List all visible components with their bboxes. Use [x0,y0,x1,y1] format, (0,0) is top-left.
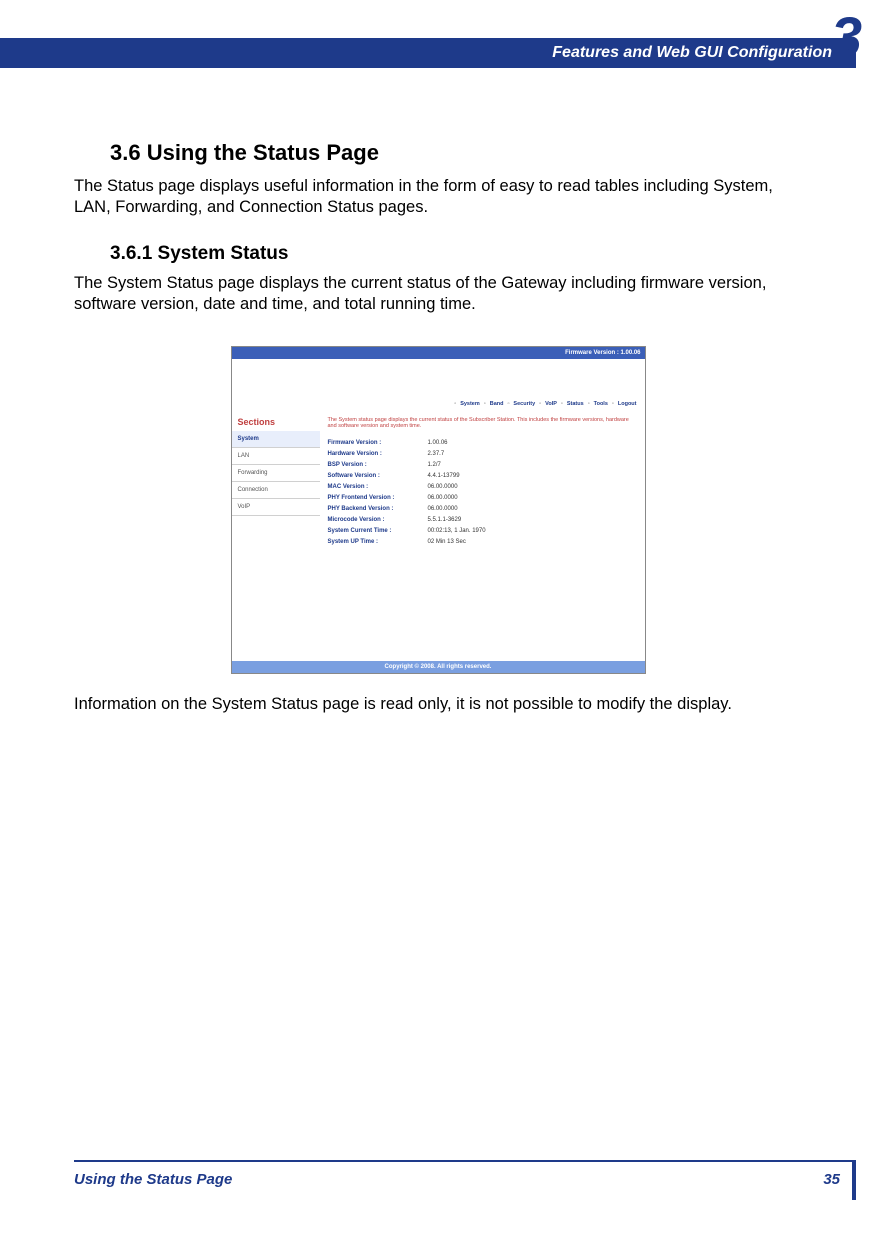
nav-sep: ▫ [612,401,614,407]
status-row: Software Version :4.4.1-13799 [328,473,637,479]
sidebar-title: Sections [232,415,320,431]
status-value: 1.2/7 [428,462,441,468]
sidebar-item-voip[interactable]: VoIP [232,499,320,516]
nav-sep: ▫ [588,401,590,407]
status-label: PHY Frontend Version : [328,495,428,501]
ss-logo-area [232,359,645,397]
nav-voip[interactable]: VoIP [545,401,557,407]
nav-status[interactable]: Status [567,401,584,407]
firmware-banner: Firmware Version : 1.00.06 [565,350,640,356]
footer-accent [852,1160,856,1200]
status-value: 4.4.1-13799 [428,473,460,479]
nav-sep: ▫ [539,401,541,407]
ss-main: Sections System LAN Forwarding Connectio… [232,411,645,661]
nav-security[interactable]: Security [513,401,535,407]
status-rows: Firmware Version :1.00.06Hardware Versio… [328,440,637,545]
subsection-heading: 3.6.1 System Status [110,243,802,265]
ss-nav: ▫System ▫Band ▫Security ▫VoIP ▫Status ▫T… [232,397,645,411]
status-row: PHY Frontend Version :06.00.0000 [328,495,637,501]
sidebar-item-system[interactable]: System [232,431,320,448]
footer-rule [74,1160,856,1162]
status-row: MAC Version :06.00.0000 [328,484,637,490]
screenshot-container: Firmware Version : 1.00.06 ▫System ▫Band… [74,346,802,674]
section-heading: 3.6 Using the Status Page [110,140,802,166]
status-row: Microcode Version :5.5.1.1-3629 [328,517,637,523]
status-row: BSP Version :1.2/7 [328,462,637,468]
nav-sep: ▫ [507,401,509,407]
nav-tools[interactable]: Tools [594,401,608,407]
sidebar-item-lan[interactable]: LAN [232,448,320,465]
status-row: PHY Backend Version :06.00.0000 [328,506,637,512]
nav-sep: ▫ [484,401,486,407]
status-label: PHY Backend Version : [328,506,428,512]
nav-band[interactable]: Band [490,401,504,407]
panel-description: The System status page displays the curr… [328,417,637,430]
ss-sidebar: Sections System LAN Forwarding Connectio… [232,411,320,661]
nav-system[interactable]: System [460,401,480,407]
status-label: BSP Version : [328,462,428,468]
nav-sep: ▫ [561,401,563,407]
page-content: 3.6 Using the Status Page The Status pag… [74,140,802,739]
subsection-intro: The System Status page displays the curr… [74,273,802,316]
chapter-title: Features and Web GUI Configuration [552,44,832,62]
status-value: 2.37.7 [428,451,445,457]
status-row: System Current Time :00:02:13, 1 Jan. 19… [328,528,637,534]
status-row: Firmware Version :1.00.06 [328,440,637,446]
ss-topbar: Firmware Version : 1.00.06 [232,347,645,359]
footer-left: Using the Status Page [74,1171,232,1188]
status-label: Software Version : [328,473,428,479]
header-band: Features and Web GUI Configuration [0,38,856,68]
nav-logout[interactable]: Logout [618,401,637,407]
nav-sep: ▫ [454,401,456,407]
status-value: 1.00.06 [428,440,448,446]
sidebar-item-connection[interactable]: Connection [232,482,320,499]
status-label: Hardware Version : [328,451,428,457]
status-label: Firmware Version : [328,440,428,446]
ss-footer: Copyright © 2008. All rights reserved. [232,661,645,673]
gui-screenshot: Firmware Version : 1.00.06 ▫System ▫Band… [231,346,646,674]
status-value: 06.00.0000 [428,484,458,490]
ss-panel: The System status page displays the curr… [320,411,645,661]
section-intro: The Status page displays useful informat… [74,176,802,219]
status-row: System UP Time :02 Min 13 Sec [328,539,637,545]
status-label: Microcode Version : [328,517,428,523]
status-value: 5.5.1.1-3629 [428,517,462,523]
chapter-number: 3 [831,4,862,69]
subsection-outro: Information on the System Status page is… [74,694,802,715]
page-number: 35 [823,1171,840,1188]
status-row: Hardware Version :2.37.7 [328,451,637,457]
status-label: System UP Time : [328,539,428,545]
status-value: 06.00.0000 [428,495,458,501]
sidebar-item-forwarding[interactable]: Forwarding [232,465,320,482]
status-value: 00:02:13, 1 Jan. 1970 [428,528,486,534]
status-value: 02 Min 13 Sec [428,539,466,545]
status-value: 06.00.0000 [428,506,458,512]
status-label: System Current Time : [328,528,428,534]
status-label: MAC Version : [328,484,428,490]
